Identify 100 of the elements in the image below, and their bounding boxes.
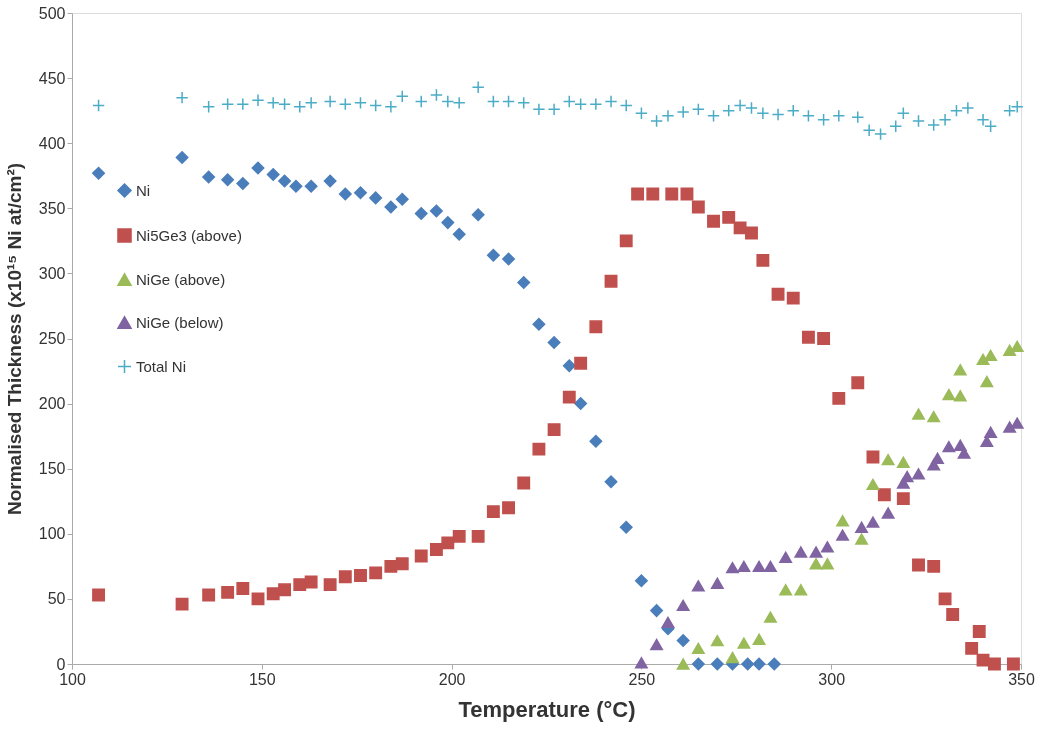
point (801, 330, 815, 344)
point (502, 252, 515, 266)
point (676, 658, 690, 670)
point (278, 583, 292, 597)
point (384, 100, 398, 114)
point (786, 104, 800, 118)
point (175, 91, 189, 105)
point (304, 96, 318, 110)
point (752, 560, 766, 573)
point (881, 453, 895, 466)
point (912, 558, 925, 572)
point (889, 119, 903, 133)
point (756, 106, 770, 120)
point (984, 426, 998, 438)
point (251, 592, 265, 606)
point (980, 375, 994, 388)
point (984, 349, 998, 362)
x-tick-label: 250 (628, 670, 656, 688)
point (517, 96, 531, 110)
point (931, 452, 944, 464)
point (175, 597, 189, 611)
y-tick-label: 400 (38, 134, 66, 152)
y-tick-label: 500 (38, 4, 66, 22)
y-tick-label: 100 (38, 525, 66, 543)
point (946, 608, 960, 621)
point (634, 106, 648, 120)
point (395, 557, 409, 571)
point (574, 97, 588, 111)
point (851, 376, 865, 390)
point (942, 388, 956, 401)
point (745, 101, 758, 115)
point (1006, 657, 1020, 671)
point (733, 98, 747, 112)
point (304, 575, 318, 589)
point (953, 390, 967, 402)
legend-label: NiGe (below) (136, 313, 224, 331)
point (877, 488, 891, 502)
point (779, 584, 793, 596)
y-tick-label: 150 (38, 460, 66, 478)
point (471, 208, 485, 222)
point (369, 98, 383, 112)
point (266, 96, 280, 110)
point (976, 653, 990, 667)
point (354, 96, 367, 110)
point (369, 191, 383, 205)
point (562, 359, 576, 373)
point (604, 475, 618, 489)
point (820, 558, 834, 570)
point (764, 611, 777, 623)
point (927, 410, 941, 423)
point (323, 95, 337, 108)
point (619, 98, 633, 112)
x-tick-label: 150 (248, 670, 276, 688)
point (817, 332, 831, 345)
point (236, 97, 250, 111)
point (1003, 104, 1017, 118)
point (650, 638, 664, 651)
point (266, 587, 280, 601)
legend-label: Ni (136, 181, 151, 199)
point (266, 168, 280, 181)
point (817, 113, 831, 127)
point (691, 580, 705, 592)
point (710, 634, 724, 647)
point (987, 657, 1001, 671)
point (900, 470, 914, 483)
point (733, 221, 747, 235)
point (794, 584, 808, 596)
legend-label: Ni5Ge3 (above) (136, 226, 242, 244)
point (471, 80, 485, 94)
y-tick-label: 250 (38, 330, 66, 347)
point (304, 179, 318, 193)
point (710, 577, 724, 589)
point (251, 161, 265, 175)
point (221, 585, 235, 599)
point (395, 192, 409, 206)
point (976, 353, 990, 366)
point (619, 234, 633, 248)
point (710, 657, 724, 671)
point (862, 123, 876, 137)
y-tick-label: 300 (38, 264, 66, 282)
point (441, 536, 455, 550)
point (395, 89, 409, 103)
point (771, 287, 785, 301)
point (202, 170, 216, 184)
x-axis-title: Temperature (°C) (458, 696, 636, 722)
point (1010, 100, 1024, 114)
point (650, 114, 664, 128)
point (661, 616, 675, 629)
point (92, 98, 106, 112)
point (452, 96, 466, 110)
point (874, 127, 887, 141)
y-tick-label: 50 (47, 590, 66, 608)
point (752, 657, 766, 671)
point (707, 214, 720, 228)
point (942, 440, 956, 453)
point (764, 560, 777, 573)
point (646, 187, 660, 201)
point (676, 634, 690, 648)
point (574, 356, 588, 370)
point (950, 104, 963, 118)
